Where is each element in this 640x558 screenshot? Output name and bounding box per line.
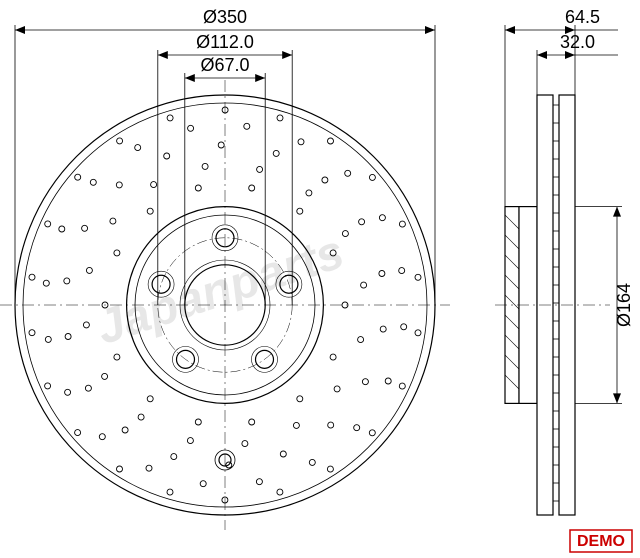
drawing-canvas: Japanparts bbox=[0, 0, 640, 558]
demo-label: DEMO bbox=[577, 533, 625, 550]
dim-overall-width: 64.5 bbox=[565, 7, 600, 27]
dim-outer-diameter: Ø350 bbox=[203, 7, 247, 27]
dim-rotor-thickness: 32.0 bbox=[560, 32, 595, 52]
dim-hub-diameter: Ø67.0 bbox=[200, 55, 249, 75]
dim-hat-diameter: Ø164 bbox=[614, 283, 634, 327]
side-view bbox=[495, 25, 622, 515]
dim-pcd-diameter: Ø112.0 bbox=[196, 32, 254, 52]
